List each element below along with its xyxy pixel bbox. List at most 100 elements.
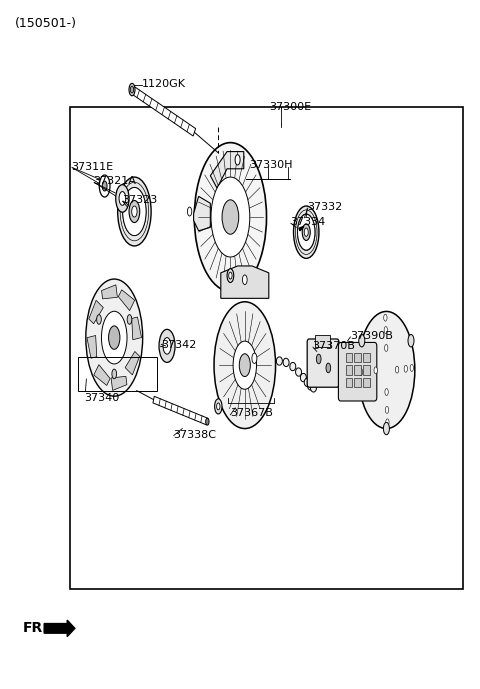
Text: 37390B: 37390B xyxy=(350,331,393,340)
Ellipse shape xyxy=(308,382,313,390)
Ellipse shape xyxy=(396,366,399,373)
Bar xyxy=(346,365,352,375)
Ellipse shape xyxy=(229,272,232,279)
Polygon shape xyxy=(94,364,110,385)
Ellipse shape xyxy=(384,314,387,321)
Bar xyxy=(354,353,361,362)
FancyBboxPatch shape xyxy=(338,342,377,401)
Ellipse shape xyxy=(206,418,209,425)
Ellipse shape xyxy=(112,369,117,379)
Ellipse shape xyxy=(384,422,389,435)
Ellipse shape xyxy=(233,341,256,389)
Ellipse shape xyxy=(358,311,415,429)
Text: 37332: 37332 xyxy=(307,202,342,212)
Bar xyxy=(354,378,361,387)
Ellipse shape xyxy=(194,143,266,291)
Polygon shape xyxy=(299,226,304,231)
Ellipse shape xyxy=(365,368,369,375)
Ellipse shape xyxy=(304,378,310,387)
Ellipse shape xyxy=(242,275,247,285)
Ellipse shape xyxy=(118,177,151,246)
Bar xyxy=(78,357,157,391)
Text: 37338C: 37338C xyxy=(173,431,216,440)
Polygon shape xyxy=(89,300,103,324)
Ellipse shape xyxy=(102,181,107,191)
Bar xyxy=(363,353,370,362)
Ellipse shape xyxy=(215,399,222,414)
Ellipse shape xyxy=(296,368,301,376)
Ellipse shape xyxy=(129,83,135,96)
Text: 37321A: 37321A xyxy=(94,176,136,186)
Ellipse shape xyxy=(385,407,389,413)
Polygon shape xyxy=(210,152,244,188)
Bar xyxy=(363,378,370,387)
Ellipse shape xyxy=(385,389,388,395)
Ellipse shape xyxy=(216,403,220,410)
Ellipse shape xyxy=(222,200,239,234)
Ellipse shape xyxy=(163,338,171,354)
Ellipse shape xyxy=(360,369,363,376)
Ellipse shape xyxy=(129,200,140,223)
Ellipse shape xyxy=(101,311,127,364)
Text: 37330H: 37330H xyxy=(250,161,293,170)
Ellipse shape xyxy=(235,154,240,165)
FancyArrow shape xyxy=(44,620,75,637)
Bar xyxy=(315,335,330,347)
Ellipse shape xyxy=(159,329,175,362)
Ellipse shape xyxy=(384,344,388,351)
Text: 37300E: 37300E xyxy=(269,102,311,112)
Ellipse shape xyxy=(211,177,250,257)
Text: (150501-): (150501-) xyxy=(14,17,76,30)
Bar xyxy=(70,107,463,589)
Ellipse shape xyxy=(119,192,126,205)
Ellipse shape xyxy=(283,358,289,367)
Ellipse shape xyxy=(96,315,101,325)
Polygon shape xyxy=(102,285,118,299)
Text: 37334: 37334 xyxy=(290,217,325,227)
Polygon shape xyxy=(111,376,127,391)
Text: 37342: 37342 xyxy=(161,340,196,349)
Bar xyxy=(363,365,370,375)
Ellipse shape xyxy=(108,326,120,349)
Polygon shape xyxy=(125,351,140,375)
Ellipse shape xyxy=(227,269,234,282)
Ellipse shape xyxy=(123,187,146,236)
Ellipse shape xyxy=(290,362,296,371)
Ellipse shape xyxy=(408,335,414,347)
Ellipse shape xyxy=(326,363,331,373)
Ellipse shape xyxy=(116,185,129,212)
Text: 1120GK: 1120GK xyxy=(142,79,186,89)
Polygon shape xyxy=(221,266,269,298)
Ellipse shape xyxy=(311,384,316,392)
Text: FR.: FR. xyxy=(23,621,49,635)
FancyBboxPatch shape xyxy=(307,339,339,387)
Ellipse shape xyxy=(276,357,282,365)
Ellipse shape xyxy=(131,86,133,93)
Ellipse shape xyxy=(374,367,377,374)
Ellipse shape xyxy=(302,224,310,240)
Polygon shape xyxy=(131,86,196,136)
Ellipse shape xyxy=(304,228,308,236)
Ellipse shape xyxy=(252,353,257,364)
Ellipse shape xyxy=(386,419,389,426)
Polygon shape xyxy=(119,290,135,311)
Bar xyxy=(346,353,352,362)
Text: 37367B: 37367B xyxy=(230,409,273,418)
Bar xyxy=(354,365,361,375)
Ellipse shape xyxy=(384,327,387,333)
Polygon shape xyxy=(193,196,210,231)
Ellipse shape xyxy=(127,315,132,325)
Ellipse shape xyxy=(298,214,315,250)
Ellipse shape xyxy=(187,207,192,216)
Ellipse shape xyxy=(214,302,276,429)
Polygon shape xyxy=(87,336,97,358)
Ellipse shape xyxy=(294,206,319,258)
Ellipse shape xyxy=(359,335,365,347)
Polygon shape xyxy=(132,317,142,340)
Ellipse shape xyxy=(300,373,306,382)
Bar xyxy=(346,378,352,387)
Ellipse shape xyxy=(316,354,321,364)
Text: 37340: 37340 xyxy=(84,393,119,402)
Text: 37323: 37323 xyxy=(122,195,157,205)
Text: 37311E: 37311E xyxy=(71,162,113,172)
